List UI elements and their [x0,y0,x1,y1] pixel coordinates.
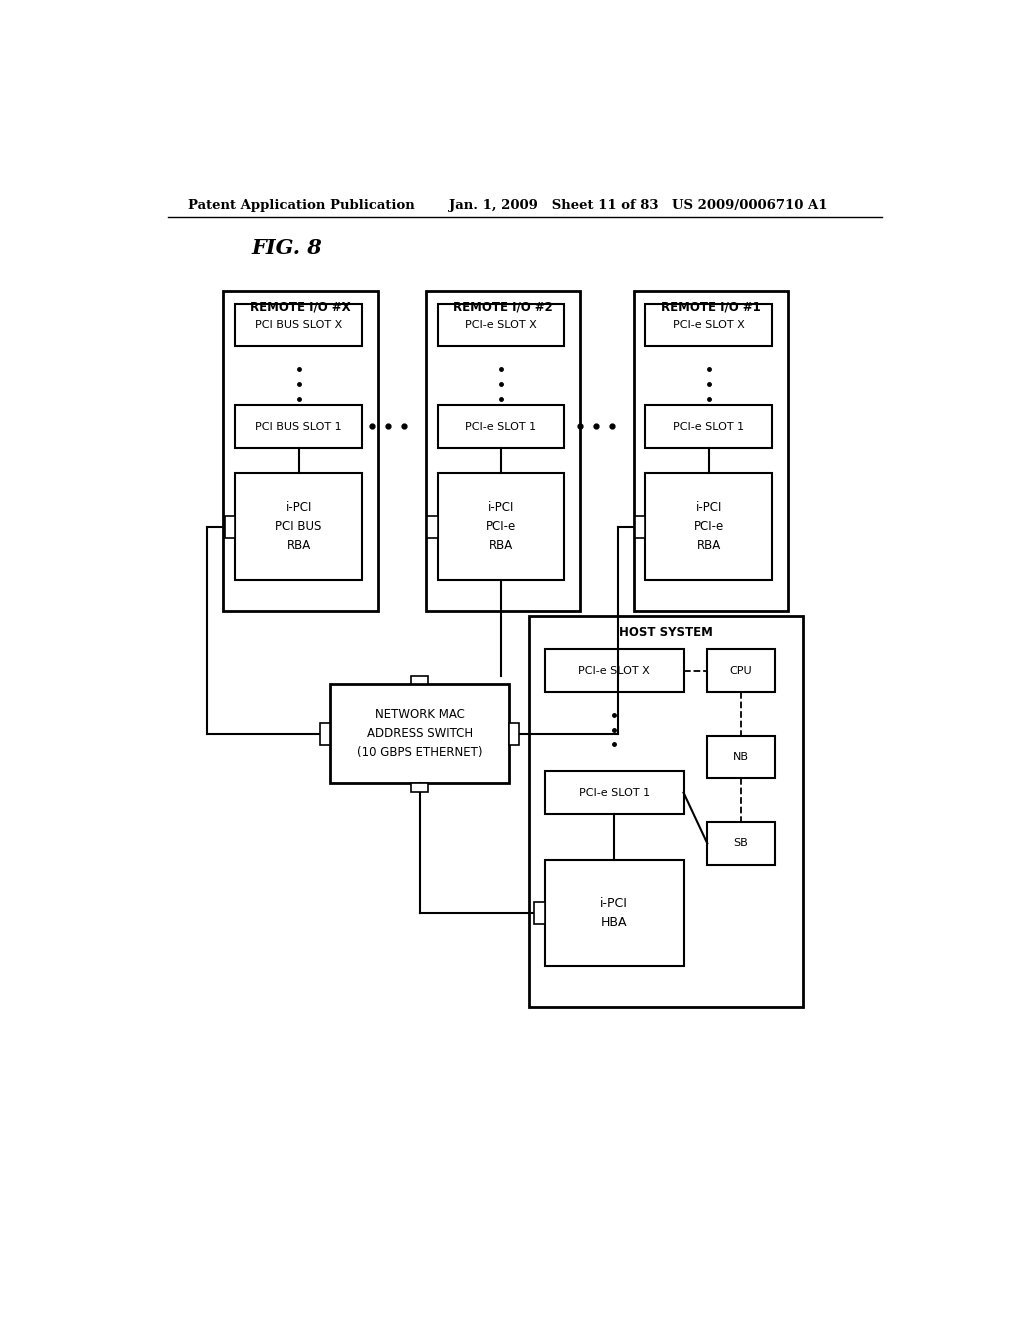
Bar [321,722,331,744]
Bar [634,290,788,611]
Text: NETWORK MAC
ADDRESS SWITCH
(10 GBPS ETHERNET): NETWORK MAC ADDRESS SWITCH (10 GBPS ETHE… [357,709,482,759]
Text: PCI-e SLOT X: PCI-e SLOT X [579,665,650,676]
Text: CPU: CPU [730,665,753,676]
Bar [708,649,775,692]
Bar [225,516,236,539]
Text: REMOTE I/O #1: REMOTE I/O #1 [662,300,761,313]
Bar [437,474,564,581]
Text: PCI-e SLOT 1: PCI-e SLOT 1 [579,788,649,797]
Bar [708,822,775,865]
Bar [236,304,362,346]
Bar [437,405,564,447]
Text: i-PCI
PCI BUS
RBA: i-PCI PCI BUS RBA [275,502,322,552]
Bar [427,516,437,539]
Text: PCI-e SLOT 1: PCI-e SLOT 1 [674,421,744,432]
Bar [509,722,519,744]
Bar [437,304,564,346]
Bar [545,649,684,692]
Bar [635,516,645,539]
Text: i-PCI
PCI-e
RBA: i-PCI PCI-e RBA [485,502,516,552]
Bar [411,784,428,792]
Text: FIG. 8: FIG. 8 [251,238,322,257]
Bar [236,405,362,447]
Text: PCI BUS SLOT 1: PCI BUS SLOT 1 [255,421,342,432]
Text: NB: NB [733,752,750,762]
Bar [535,902,545,924]
Text: PCI BUS SLOT X: PCI BUS SLOT X [255,319,342,330]
Text: PCI-e SLOT 1: PCI-e SLOT 1 [466,421,537,432]
Text: PCI-e SLOT X: PCI-e SLOT X [673,319,744,330]
Bar [545,771,684,814]
Text: i-PCI
PCI-e
RBA: i-PCI PCI-e RBA [694,502,724,552]
Bar [331,684,509,784]
Text: Jan. 1, 2009   Sheet 11 of 83: Jan. 1, 2009 Sheet 11 of 83 [450,198,658,211]
Bar [645,304,772,346]
Bar [223,290,378,611]
Text: REMOTE I/O #X: REMOTE I/O #X [250,300,351,313]
Bar [236,474,362,581]
Bar [645,474,772,581]
Text: US 2009/0006710 A1: US 2009/0006710 A1 [672,198,827,211]
Bar [528,615,803,1007]
Bar [545,859,684,966]
Text: REMOTE I/O #2: REMOTE I/O #2 [453,300,553,313]
Text: SB: SB [733,838,749,849]
Text: PCI-e SLOT X: PCI-e SLOT X [465,319,537,330]
Text: i-PCI
HBA: i-PCI HBA [600,898,628,929]
Bar [645,405,772,447]
Bar [426,290,581,611]
Text: Patent Application Publication: Patent Application Publication [187,198,415,211]
Text: HOST SYSTEM: HOST SYSTEM [618,626,713,639]
Bar [708,735,775,779]
Bar [411,676,428,684]
